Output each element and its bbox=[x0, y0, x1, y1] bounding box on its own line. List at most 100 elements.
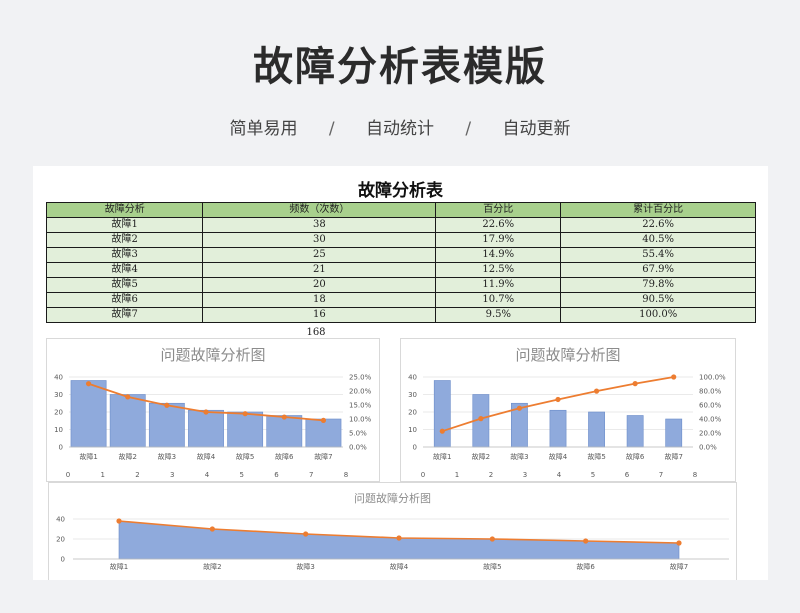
table-cell: 故障6 bbox=[45, 292, 204, 308]
y-tick-label: 20 bbox=[54, 409, 63, 417]
line-point bbox=[632, 381, 638, 387]
chart-title: 问题故障分析图 bbox=[354, 491, 431, 505]
tag-auto-update: 自动更新 bbox=[502, 119, 571, 139]
chart-svg: 问题故障分析图0102030400.0%20.0%40.0%60.0%80.0%… bbox=[408, 346, 726, 479]
x2-tick-label: 5 bbox=[591, 471, 595, 479]
x-tick-label: 故障4 bbox=[390, 562, 409, 571]
spreadsheet-preview: 故障分析表 故障分析 频数（次数） 百分比 累计百分比 故障1 38 22.6% 22… bbox=[33, 166, 768, 580]
y2-tick-label: 5.0% bbox=[349, 430, 367, 438]
line-point bbox=[555, 396, 561, 403]
y-tick-label: 0 bbox=[413, 444, 417, 452]
y2-tick-label: 25.0% bbox=[349, 374, 372, 382]
line-point bbox=[671, 374, 677, 380]
bar bbox=[665, 418, 683, 448]
pareto-chart-percent: 问题故障分析图 0 10 20 30 40 0.0% 5.0% 10.0% 15.0% 20.0% 2… bbox=[46, 338, 380, 482]
table-cell: 25 bbox=[202, 247, 437, 263]
table-cell: 14.9% bbox=[435, 247, 562, 263]
table-cell: 11.9% bbox=[435, 277, 562, 293]
x-tick-label: 故障5 bbox=[483, 562, 501, 571]
line-point bbox=[116, 518, 122, 524]
area-chart: 问题故障分析图 0 20 40 故障1 故障2 故障3 故障4 故障5 故障6 故障7 bbox=[48, 482, 737, 580]
x-tick-label: 故障3 bbox=[158, 452, 176, 461]
y2-tick-label: 80.0% bbox=[699, 388, 722, 396]
x2-tick-label: 7 bbox=[309, 471, 313, 479]
x-tick-label: 故障7 bbox=[314, 452, 332, 461]
x-tick-label: 故障3 bbox=[510, 452, 528, 461]
table-row: 故障2 30 17.9% 40.5% bbox=[45, 232, 756, 248]
line-point bbox=[242, 411, 248, 417]
table-cell: 67.9% bbox=[560, 262, 756, 278]
chart-svg: 问题故障分析图0102030400.0%5.0%10.0%15.0%20.0%2… bbox=[54, 346, 372, 479]
table-row: 故障7 16 9.5% 100.0% bbox=[45, 307, 756, 323]
chart-title: 问题故障分析图 bbox=[160, 346, 265, 364]
x-tick-label: 故障3 bbox=[296, 562, 314, 571]
y2-tick-label: 0.0% bbox=[349, 444, 367, 452]
bar bbox=[588, 411, 605, 448]
bar bbox=[549, 409, 567, 448]
x2-tick-label: 5 bbox=[240, 471, 244, 479]
table-cell: 故障4 bbox=[45, 262, 204, 278]
page-title: 故障分析表模版 bbox=[253, 44, 547, 90]
x-tick-label: 故障5 bbox=[587, 452, 605, 461]
y-tick-label: 40 bbox=[54, 374, 63, 382]
bar bbox=[227, 411, 264, 448]
line-point bbox=[203, 409, 209, 415]
line-point bbox=[583, 538, 589, 544]
line-point bbox=[281, 414, 287, 420]
y2-tick-label: 60.0% bbox=[699, 402, 722, 410]
x2-tick-label: 2 bbox=[489, 471, 493, 479]
line-point bbox=[303, 531, 309, 537]
y2-tick-label: 0.0% bbox=[699, 444, 717, 452]
line-point bbox=[125, 394, 131, 400]
table-header-row: 故障分析 频数（次数） 百分比 累计百分比 bbox=[45, 202, 756, 218]
column-header: 累计百分比 bbox=[560, 202, 756, 218]
fault-table: 故障分析 频数（次数） 百分比 累计百分比 故障1 38 22.6% 22.6% 故障2… bbox=[45, 202, 756, 323]
y-tick-label: 0 bbox=[61, 556, 65, 564]
x-tick-label: 故障1 bbox=[79, 452, 97, 461]
table-cell: 17.9% bbox=[435, 232, 562, 248]
x-tick-label: 故障6 bbox=[626, 452, 645, 461]
x-tick-label: 故障4 bbox=[549, 452, 568, 461]
feature-tags: 简单易用 / 自动统计 / 自动更新 bbox=[0, 114, 800, 139]
x2-tick-label: 6 bbox=[274, 471, 279, 479]
x2-tick-label: 1 bbox=[455, 471, 459, 479]
y-tick-label: 30 bbox=[54, 391, 63, 399]
table-cell: 90.5% bbox=[560, 292, 756, 308]
tag-separator: / bbox=[465, 119, 472, 139]
x-tick-label: 故障7 bbox=[664, 452, 682, 461]
table-cell: 故障5 bbox=[45, 277, 204, 293]
total-count: 168 bbox=[306, 327, 326, 338]
table-cell: 40.5% bbox=[560, 232, 756, 248]
y-tick-label: 40 bbox=[408, 374, 417, 382]
x2-tick-label: 3 bbox=[170, 471, 174, 479]
y2-tick-label: 20.0% bbox=[349, 388, 372, 396]
table-cell: 38 bbox=[202, 217, 437, 233]
x-tick-label: 故障1 bbox=[110, 562, 128, 571]
line-point bbox=[676, 540, 682, 546]
table-row: 故障3 25 14.9% 55.4% bbox=[45, 247, 756, 263]
line-point bbox=[478, 416, 484, 422]
bar bbox=[626, 415, 644, 448]
bar bbox=[188, 409, 224, 448]
x-tick-label: 故障5 bbox=[236, 452, 254, 461]
line-point bbox=[85, 381, 92, 387]
line-point bbox=[396, 535, 402, 541]
bar bbox=[148, 402, 185, 448]
x-tick-label: 故障2 bbox=[203, 562, 221, 571]
line-point bbox=[164, 402, 170, 408]
sheet-title: 故障分析表 bbox=[358, 181, 443, 201]
x2-tick-label: 2 bbox=[135, 471, 139, 479]
line-point bbox=[593, 388, 600, 394]
table-row: 故障1 38 22.6% 22.6% bbox=[45, 217, 756, 233]
column-header: 故障分析 bbox=[45, 202, 204, 218]
table-cell: 故障1 bbox=[45, 217, 204, 233]
table-cell: 79.8% bbox=[560, 277, 756, 293]
table-cell: 18 bbox=[202, 292, 437, 308]
x2-tick-label: 4 bbox=[205, 471, 210, 479]
table-row: 故障6 18 10.7% 90.5% bbox=[45, 292, 756, 308]
chart-svg: 问题故障分析图 0 20 40 故障1 故障2 故障3 故障4 故障5 故障6 故障7 bbox=[56, 491, 729, 571]
x2-tick-label: 8 bbox=[344, 471, 348, 479]
y-tick-label: 30 bbox=[408, 391, 417, 399]
bar bbox=[109, 394, 146, 448]
table-cell: 故障7 bbox=[45, 307, 204, 323]
